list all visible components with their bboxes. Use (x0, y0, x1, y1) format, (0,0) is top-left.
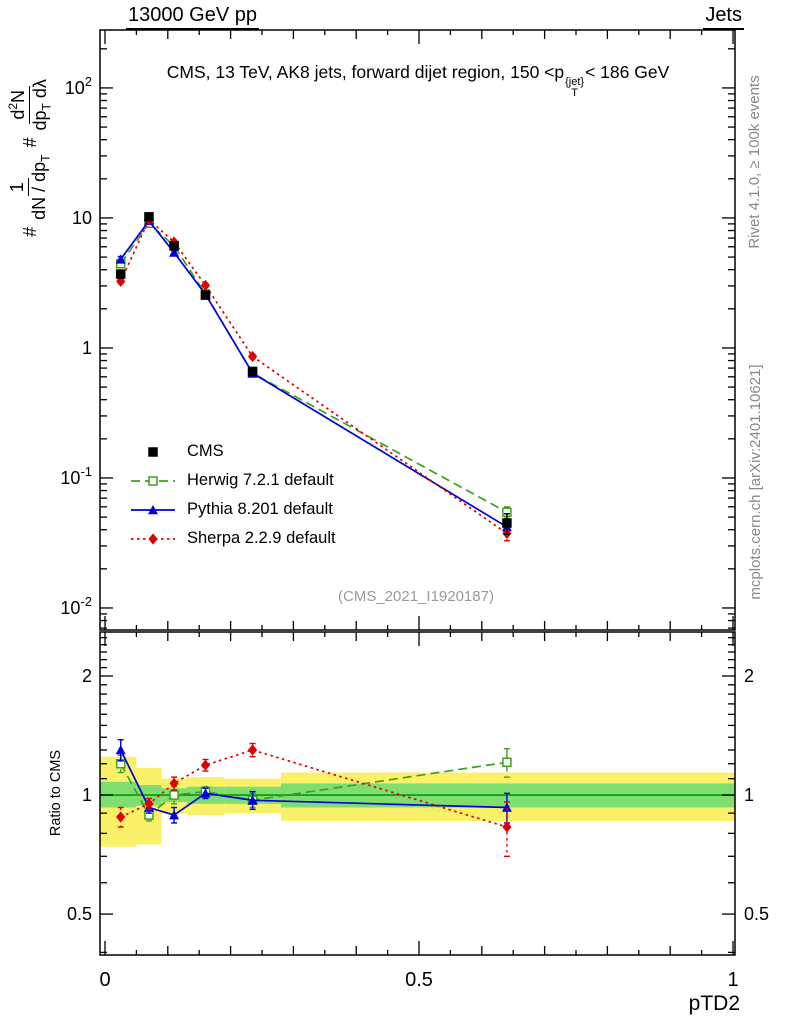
svg-text:0.5: 0.5 (67, 904, 92, 924)
y-label-hash-2: # (19, 137, 40, 148)
pt-script-stack: {jet} T (565, 77, 584, 99)
plot-title-pre: CMS, 13 TeV, AK8 jets, forward dijet reg… (166, 62, 565, 82)
mcplots-reference-note: mcplots.cern.ch [arXiv:2401.10621] (747, 364, 764, 600)
x-axis-label: pTD2 (688, 992, 740, 1015)
legend: CMS Herwig 7.2.1 default Pythia 8.201 de… (129, 441, 336, 557)
cms-marker-sample (148, 446, 158, 457)
y-axis-label: # 1 dN / dpT # d2N dpT dλ (0, 8, 62, 308)
legend-item-pythia: Pythia 8.201 default (129, 499, 336, 520)
fraction2-numerator: d2N (5, 85, 31, 124)
fraction1-numerator: 1 (6, 178, 30, 197)
svg-text:2: 2 (82, 666, 92, 686)
beam-energy-label: 13000 GeV pp (126, 4, 259, 30)
plot-title-post: < 186 GeV (585, 62, 670, 82)
pt-subscript: T (571, 87, 578, 99)
svg-text:10-2: 10-2 (60, 594, 92, 618)
svg-text:1: 1 (727, 969, 738, 991)
svg-text:102: 102 (65, 74, 92, 98)
pythia-marker-sample (131, 504, 175, 514)
svg-text:2: 2 (744, 666, 754, 686)
svg-text:1: 1 (744, 785, 754, 805)
pt-superscript: {jet} (565, 76, 585, 88)
svg-text:10: 10 (72, 208, 92, 228)
plot-title: CMS, 13 TeV, AK8 jets, forward dijet reg… (100, 62, 736, 99)
legend-label-pythia: Pythia 8.201 default (187, 500, 333, 518)
svg-text:0.5: 0.5 (405, 969, 433, 991)
y-label-hash-1: # (19, 226, 40, 237)
legend-item-herwig: Herwig 7.2.1 default (129, 470, 336, 491)
svg-text:0.5: 0.5 (744, 904, 769, 924)
herwig-marker-sample (131, 475, 175, 486)
rivet-version-note: Rivet 4.1.0, ≥ 100k events (746, 75, 763, 249)
legend-label-sherpa: Sherpa 2.2.9 default (187, 529, 336, 547)
svg-text:1: 1 (82, 785, 92, 805)
y-label-fraction-1: 1 dN / dpT (6, 154, 54, 220)
legend-label-herwig: Herwig 7.2.1 default (187, 471, 334, 489)
legend-item-sherpa: Sherpa 2.2.9 default (129, 528, 336, 549)
y-label-fraction-2: d2N dpT dλ (5, 79, 55, 131)
ratio-y-axis-label: Ratio to CMS (48, 749, 64, 837)
fraction2-denominator: dpT dλ (30, 79, 54, 131)
svg-text:1: 1 (82, 338, 92, 358)
sherpa-marker-sample (131, 532, 175, 545)
svg-text:0: 0 (99, 969, 110, 991)
legend-item-cms: CMS (129, 441, 336, 462)
fraction1-denominator: dN / dpT (29, 154, 53, 220)
analysis-category-label: Jets (703, 4, 744, 30)
svg-text:10-1: 10-1 (60, 464, 92, 488)
analysis-id-watermark: (CMS_2021_I1920187) (338, 588, 494, 605)
legend-label-cms: CMS (187, 442, 224, 460)
